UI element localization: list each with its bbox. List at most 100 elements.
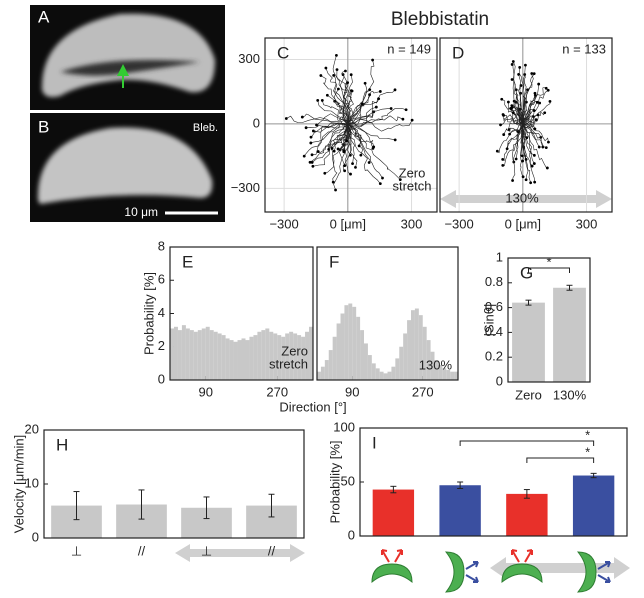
track	[339, 123, 349, 166]
track-end	[536, 113, 540, 117]
x-tick-label: //	[138, 543, 146, 558]
track-end	[547, 140, 550, 144]
y-axis-label: Probability [%]	[141, 272, 156, 355]
track-end	[324, 66, 328, 70]
scale-bar-label: 10 μm	[124, 205, 158, 219]
hist-bar	[375, 368, 380, 380]
track	[522, 87, 547, 124]
track-end	[363, 81, 367, 85]
x-tick-label: 270	[412, 384, 434, 399]
x-tick-label: //	[268, 543, 276, 558]
hist-bar	[387, 371, 392, 380]
hist-bar	[328, 350, 333, 380]
x-tick-label: ⊥	[71, 543, 82, 558]
condition-label: 130%	[505, 190, 539, 205]
track-end	[389, 107, 393, 110]
hist-bar	[253, 335, 258, 380]
hist-bar	[237, 340, 242, 380]
track-end	[381, 176, 384, 180]
hist-bar	[213, 331, 218, 380]
condition-label: Zero	[399, 165, 426, 180]
track-end	[523, 73, 527, 76]
error-bar	[203, 496, 210, 520]
track-end	[532, 72, 536, 76]
track	[510, 108, 523, 126]
hist-bar	[265, 328, 270, 380]
track-end	[506, 100, 510, 104]
hist-bar	[249, 336, 254, 380]
track-end	[529, 181, 533, 185]
track-end	[302, 154, 306, 158]
hist-bar	[383, 373, 388, 380]
y-tick-label: 2	[158, 338, 165, 353]
hist-bar	[245, 340, 250, 380]
x-tick-label: 130%	[553, 387, 587, 402]
track-end	[530, 72, 534, 75]
stretch-arrow	[440, 190, 612, 208]
y-axis-label: Velocity [μm/min]	[11, 435, 26, 534]
hist-bar	[217, 333, 222, 380]
hist-bar	[332, 336, 337, 380]
hist-bar	[414, 308, 419, 380]
track-end	[351, 162, 354, 166]
panel-label: G	[520, 263, 533, 282]
track-end	[501, 157, 505, 161]
error-bar	[566, 284, 573, 291]
track	[522, 110, 535, 126]
track	[347, 115, 404, 125]
bar	[572, 475, 615, 536]
hist-bar	[407, 320, 411, 380]
track-end	[336, 87, 340, 91]
x-tick-label: 0 [μm]	[505, 216, 541, 231]
hist-bar	[197, 330, 202, 380]
hist-bar	[344, 305, 349, 380]
y-tick-label: 0	[32, 529, 39, 544]
significance-label: *	[585, 444, 590, 459]
track-end	[535, 100, 539, 104]
y-tick-label: 50	[341, 473, 355, 488]
figure-title: Blebbistatin	[391, 9, 489, 30]
track	[333, 88, 348, 125]
track-end	[336, 147, 340, 151]
track-end	[521, 159, 525, 163]
track	[522, 73, 533, 124]
significance-bracket	[459, 440, 595, 446]
stretch-arrow	[175, 544, 305, 562]
track-end	[343, 169, 347, 173]
sample-size: n = 133	[562, 41, 606, 56]
track-end	[524, 178, 528, 182]
hist-bar	[403, 333, 408, 380]
track	[325, 67, 350, 124]
track-end	[499, 123, 502, 127]
track	[347, 123, 401, 180]
track	[347, 89, 370, 125]
track	[341, 70, 352, 125]
hist-bar	[450, 371, 455, 380]
track	[522, 111, 545, 128]
track-end	[532, 162, 536, 165]
track-end	[349, 172, 352, 176]
bar	[553, 287, 586, 382]
track	[313, 123, 348, 133]
y-tick-label: 8	[158, 238, 165, 253]
track-end	[308, 160, 312, 164]
y-tick-label: 1	[496, 249, 503, 264]
hist-bar	[189, 330, 194, 380]
hist-bar	[340, 313, 345, 380]
track	[309, 123, 349, 163]
bar	[512, 302, 545, 382]
plot-frame	[43, 429, 305, 539]
image-b: B Bleb. 10 μm	[30, 113, 225, 222]
y-tick-label: 4	[158, 305, 165, 320]
track	[522, 102, 538, 124]
track	[347, 108, 407, 127]
track	[511, 105, 524, 125]
track-end	[357, 144, 361, 148]
track	[511, 63, 524, 125]
track	[522, 117, 537, 124]
hist-bar	[229, 340, 234, 380]
panel-label: I	[372, 433, 377, 452]
hist-bar	[293, 333, 298, 380]
hist-bar	[170, 328, 174, 380]
